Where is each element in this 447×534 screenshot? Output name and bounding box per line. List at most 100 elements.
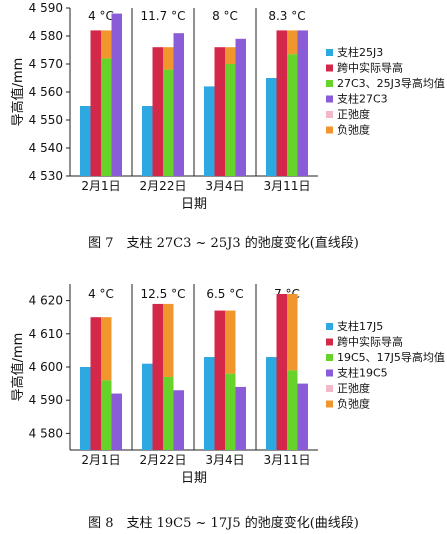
- chart-7-category-label: 2月1日: [81, 179, 120, 193]
- chart-7-y-tick-label: 4 540: [29, 141, 63, 155]
- chart-7-legend-label: 支柱27C3: [337, 92, 388, 106]
- chart-8-negative-sag-bar: [163, 303, 174, 377]
- chart-8-temperature-label: 6.5 °C: [206, 287, 243, 301]
- chart-8-bar: [266, 357, 277, 450]
- chart-7-bar: [80, 106, 91, 176]
- chart-7-category-label: 3月4日: [205, 179, 244, 193]
- chart-7-temperature-label: 8.3 °C: [268, 9, 305, 23]
- chart-7-bar: [276, 30, 287, 177]
- chart-8-bar: [276, 293, 287, 450]
- chart-8-bar: [235, 386, 246, 450]
- chart-7-bar: [173, 33, 184, 177]
- chart-8-y-axis-label: 导高值/mm: [10, 333, 26, 402]
- chart-7-y-tick-label: 4 590: [29, 1, 63, 15]
- chart-8-legend-label: 支柱19C5: [337, 366, 388, 380]
- chart-7-bar: [297, 30, 308, 177]
- chart-8-bar: [214, 310, 225, 450]
- chart-7-legend-swatch: [326, 111, 333, 118]
- chart-7-legend-label: 跨中实际导高: [337, 61, 403, 75]
- chart-7-bar: [101, 58, 112, 176]
- chart-7-negative-sag-bar: [225, 47, 236, 64]
- chart-8-bar: [163, 376, 174, 450]
- chart-7-category-label: 3月11日: [264, 179, 311, 193]
- chart-7-bar: [204, 86, 215, 176]
- chart-7-bar: [152, 47, 163, 177]
- chart-8-legend-swatch: [326, 369, 333, 377]
- chart-8-negative-sag-bar: [225, 310, 236, 374]
- chart-7-negative-sag-bar: [287, 30, 298, 55]
- chart-7-bar: [142, 106, 153, 176]
- chart-8-negative-sag-bar: [287, 293, 298, 371]
- chart-7-y-tick-label: 4 570: [29, 57, 63, 71]
- chart-7-caption: 图 7 支柱 27C3 ~ 25J3 的弛度变化(直线段): [88, 236, 359, 251]
- chart-8-legend-label: 负弛度: [337, 397, 370, 411]
- chart-7-negative-sag-bar: [163, 47, 174, 70]
- chart-8-legend-swatch: [326, 385, 333, 392]
- chart-8-bar: [111, 393, 122, 450]
- chart-7-legend-label: 支柱25J3: [337, 45, 383, 59]
- chart-8-y-tick-label: 4 600: [29, 360, 63, 374]
- chart-7-temperature-label: 4 °C: [88, 9, 114, 23]
- chart-8-category-label: 2月22日: [140, 453, 187, 467]
- chart-8-bar: [90, 317, 101, 450]
- chart-7-bar: [111, 13, 122, 176]
- chart-8-x-axis-label: 日期: [181, 471, 207, 486]
- chart-7-y-tick-label: 4 560: [29, 85, 63, 99]
- chart-7-x-axis-label: 日期: [181, 197, 207, 212]
- chart-7-y-axis-label: 导高值/mm: [10, 58, 26, 127]
- chart-7-legend-swatch: [326, 95, 333, 103]
- chart-8-legend-swatch: [326, 400, 333, 408]
- chart-8-legend-label: 跨中实际导高: [337, 335, 403, 349]
- chart-7-legend-swatch: [326, 126, 333, 134]
- chart-7-svg: 4 530 4 540 4 550 4 560 4 570 4 580 4 590 导高值/m…: [10, 1, 445, 212]
- chart-8-category-label: 3月11日: [264, 453, 311, 467]
- chart-8-bar: [152, 303, 163, 450]
- chart-8-y-tick-label: 4 590: [29, 393, 63, 407]
- chart-7-bar: [225, 64, 236, 176]
- chart-8-legend-label: 正弛度: [337, 381, 370, 395]
- chart-8-bar: [287, 370, 298, 450]
- chart-7-bar: [266, 78, 277, 176]
- chart-8-legend-swatch: [326, 323, 333, 330]
- chart-7-bar: [287, 54, 298, 177]
- chart-8-legend-swatch: [326, 338, 333, 346]
- chart-8-temperature-label: 4 °C: [88, 287, 114, 301]
- chart-8-legend-swatch: [326, 354, 333, 361]
- chart-8-bar: [173, 390, 184, 450]
- chart-7-bar: [90, 30, 101, 177]
- chart-7-legend-label: 27C3、25J3导高均值: [337, 76, 445, 90]
- chart-7-y-tick-label: 4 580: [29, 29, 63, 43]
- chart-8-bar: [204, 357, 215, 450]
- chart-8-legend-label: 19C5、17J5导高均值: [337, 350, 445, 364]
- chart-8-svg: 4 580 4 590 4 600 4 610 4 620 导高值/mm 4 °C 2月1日 1…: [10, 284, 445, 486]
- chart-7-legend-swatch: [326, 80, 333, 87]
- chart-8-negative-sag-bar: [101, 317, 112, 381]
- chart-7-legend-label: 正弛度: [337, 107, 370, 121]
- chart-8-temperature-label: 12.5 °C: [141, 287, 186, 301]
- chart-7-y-tick-label: 4 530: [29, 169, 63, 183]
- chart-8-bar: [101, 380, 112, 450]
- chart-8-legend-label: 支柱17J5: [337, 319, 383, 333]
- chart-7-legend-label: 负弛度: [337, 123, 370, 137]
- chart-7-bar: [214, 47, 225, 177]
- chart-8-y-tick-label: 4 610: [29, 327, 63, 341]
- chart-8-category-label: 3月4日: [205, 453, 244, 467]
- chart-7-legend-swatch: [326, 64, 333, 72]
- chart-7-category-label: 2月22日: [140, 179, 187, 193]
- chart-8-bar: [142, 363, 153, 450]
- chart-8-bar: [297, 383, 308, 450]
- chart-8-caption: 图 8 支柱 19C5 ~ 17J5 的弛度变化(曲线段): [88, 516, 359, 531]
- chart-7-legend-swatch: [326, 49, 333, 56]
- chart-7-temperature-label: 8 °C: [212, 9, 238, 23]
- chart-8-category-label: 2月1日: [81, 453, 120, 467]
- chart-7-negative-sag-bar: [101, 30, 112, 59]
- chart-7-bar: [235, 38, 246, 176]
- chart-8-y-tick-label: 4 620: [29, 294, 63, 308]
- chart-8-bar: [225, 373, 236, 450]
- chart-7-temperature-label: 11.7 °C: [141, 9, 186, 23]
- chart-8-y-tick-label: 4 580: [29, 426, 63, 440]
- chart-8-bar: [80, 367, 91, 450]
- chart-7-bar: [163, 69, 174, 176]
- chart-7-y-tick-label: 4 550: [29, 113, 63, 127]
